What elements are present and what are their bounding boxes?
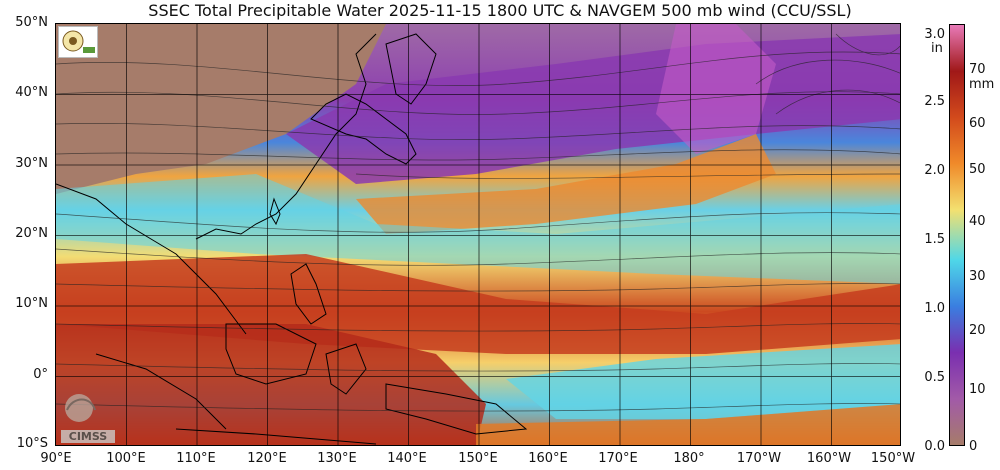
colorbar-inch-tick-0-5: 0.5 (924, 370, 945, 385)
lon-label-180: 180° (673, 451, 705, 466)
cimss-logo-text: CIMSS (69, 430, 108, 443)
dry-region-asia (56, 24, 386, 194)
subtropical-moisture-band (356, 134, 776, 234)
colorbar-mm-unit: mm (969, 77, 995, 92)
colorbar (949, 24, 965, 446)
colorbar-mm-tick-60: 60 (969, 116, 986, 131)
colorbar-inch-tick-3-0: 3.0 (924, 27, 945, 42)
lat-label-40n: 40°N (15, 85, 48, 100)
colorbar-mm-tick-10: 10 (969, 382, 986, 397)
lat-label-10s: 10°S (16, 436, 48, 451)
lon-label-160w: 160°W (806, 451, 852, 466)
lon-label-130e: 130°E (317, 451, 357, 466)
colorbar-inch-tick-0-0: 0.0 (924, 439, 945, 454)
colorbar-mm-tick-50: 50 (969, 162, 986, 177)
lon-label-160e: 160°E (528, 451, 568, 466)
ssec-logo (58, 26, 98, 58)
colorbar-inch-tick-2-0: 2.0 (924, 163, 945, 178)
lon-label-170e: 170°E (598, 451, 638, 466)
wind-streamlines (56, 33, 900, 412)
colorbar-inch-tick-1-5: 1.5 (924, 232, 945, 247)
lat-label-50n: 50°N (15, 15, 48, 30)
coastlines (56, 33, 528, 445)
lon-label-140e: 140°E (387, 451, 427, 466)
colorbar-inch-tick-1-0: 1.0 (924, 301, 945, 316)
colorbar-mm-tick-30: 30 (969, 269, 986, 284)
lon-label-100e: 100°E (106, 451, 146, 466)
lon-label-170w: 170°W (736, 451, 782, 466)
colorbar-mm-tick-70: 70 (969, 62, 986, 77)
southern-moisture (476, 404, 900, 445)
lat-label-10n: 10°N (15, 296, 48, 311)
lon-label-150e: 150°E (458, 451, 498, 466)
graticule (56, 24, 900, 445)
colorbar-inch-tick-2-5: 2.5 (924, 94, 945, 109)
precipitable-water-map (55, 23, 901, 446)
equatorial-dry-tongue (506, 344, 900, 419)
map-canvas (56, 24, 900, 445)
page-title: SSEC Total Precipitable Water 2025-11-15… (148, 1, 852, 20)
lon-label-120e: 120°E (247, 451, 287, 466)
moist-plume-dateline (656, 24, 776, 154)
lon-label-150w: 150°W (870, 451, 916, 466)
maritime-continent-moisture (56, 324, 486, 445)
lat-label-20n: 20°N (15, 226, 48, 241)
lat-label-30n: 30°N (15, 156, 48, 171)
lon-label-110e: 110°E (176, 451, 216, 466)
lon-label-90e: 90°E (40, 451, 72, 466)
colorbar-inch-unit: in (931, 41, 943, 56)
colorbar-mm-tick-0: 0 (969, 439, 978, 454)
lat-label-equator: 0° (33, 367, 48, 382)
colorbar-mm-tick-20: 20 (969, 323, 986, 338)
cimss-logo: CIMSS (57, 388, 119, 444)
colorbar-mm-tick-40: 40 (969, 214, 986, 229)
